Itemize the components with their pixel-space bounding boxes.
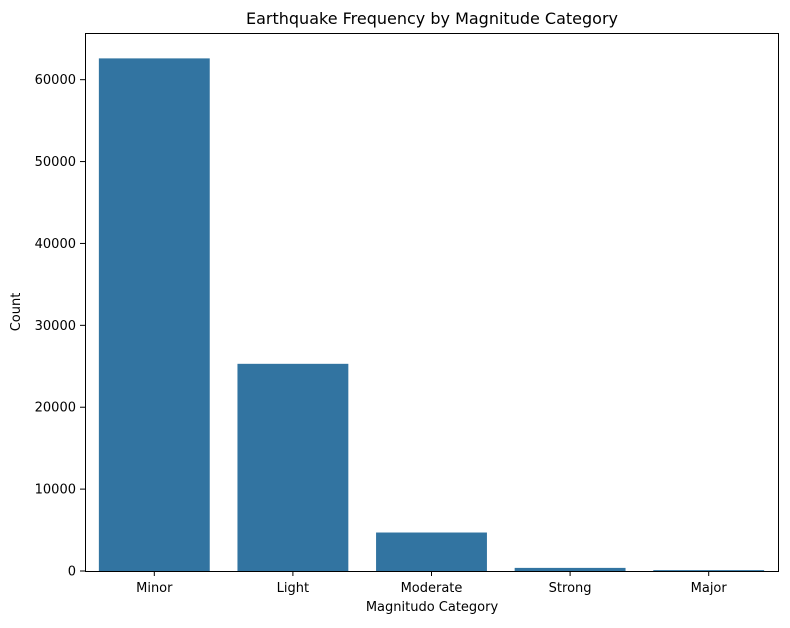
bar-minor [98,58,210,572]
y-tick-label: 60000 [35,73,76,88]
x-tick-label: Moderate [401,581,463,596]
x-tick-label: Light [277,581,309,596]
plot-area-frame [85,33,779,572]
y-axis-label: Count [9,293,24,332]
y-tick-label: 50000 [35,155,76,170]
y-tick-label: 30000 [35,319,76,334]
y-tick-label: 40000 [35,237,76,252]
y-tick-label: 10000 [35,483,76,498]
x-tick-label: Strong [549,581,592,596]
y-tick-label: 20000 [35,401,76,416]
bar-strong [514,567,626,571]
x-tick-label: Minor [136,581,173,596]
y-axis-ticks: 0 10000 20000 30000 40000 50000 60000 [35,73,85,580]
bars [98,58,765,572]
bar-moderate [376,532,487,571]
x-tick-label: Major [691,581,728,596]
bar-major [653,570,765,571]
y-tick-label: 0 [68,565,76,580]
x-axis-label: Magnitudo Category [366,600,499,615]
chart-title: Earthquake Frequency by Magnitude Catego… [246,9,618,28]
bar-light [237,363,349,571]
x-axis-ticks: Minor Light Moderate Strong Major [136,571,727,596]
